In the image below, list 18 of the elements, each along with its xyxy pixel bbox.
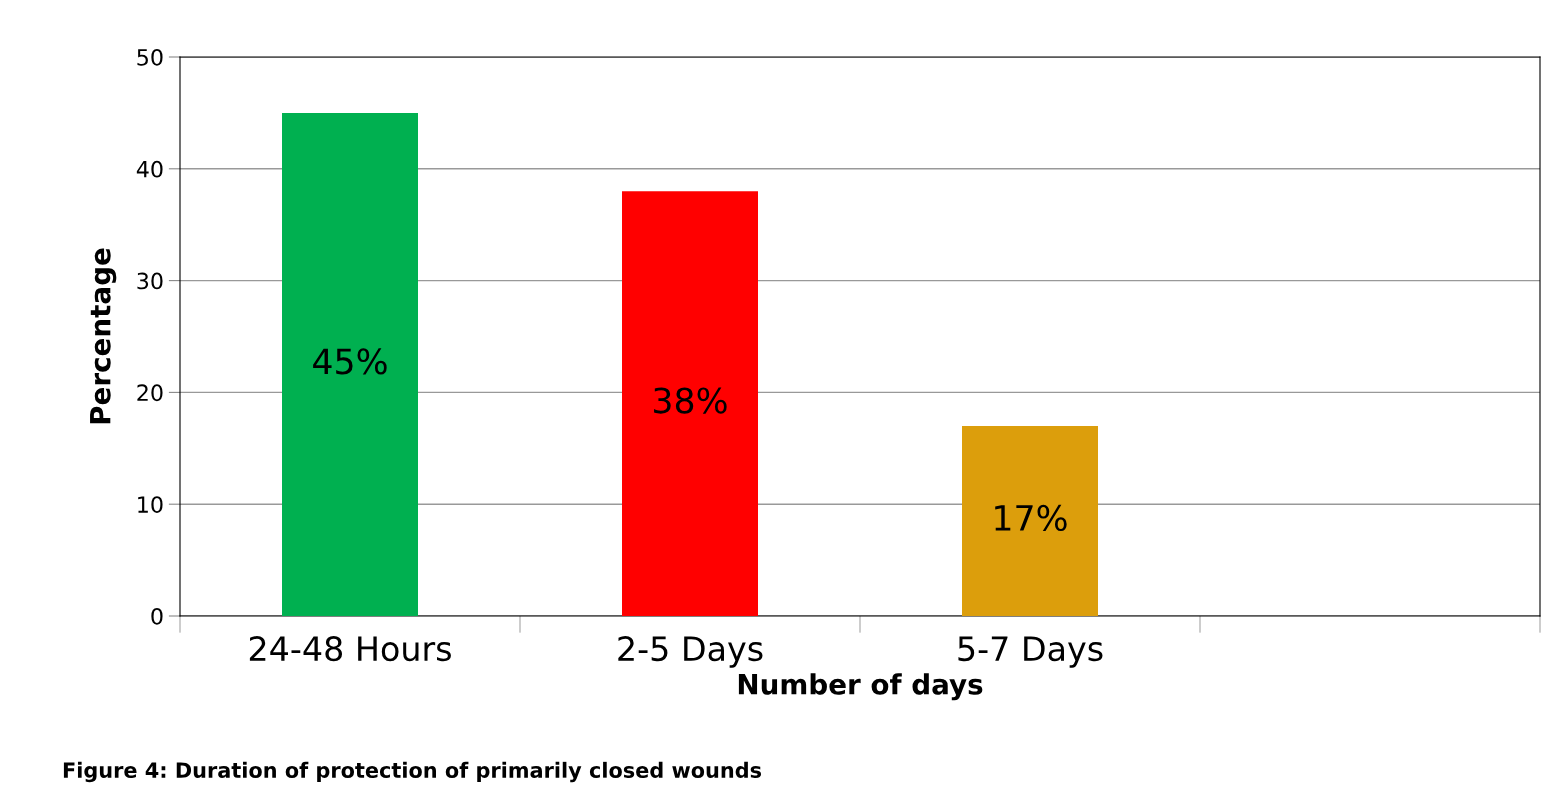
bar: [282, 112, 418, 616]
y-tick-label: 0: [151, 607, 163, 625]
x-tick-label: 5-7 Days: [958, 636, 1103, 668]
y-tick-label: 20: [137, 384, 163, 402]
caption: Figure 4: Duration of protection of primarily closed wounds: [63, 761, 762, 783]
y-tick-label: 40: [136, 160, 163, 178]
data-label: 45%: [313, 348, 387, 375]
y-tick-label: 10: [138, 496, 163, 513]
bar: [962, 425, 1098, 616]
y-tick-label: 30: [137, 272, 163, 290]
y-axis-title: Percentage: [90, 248, 117, 424]
data-label: 17%: [995, 504, 1067, 532]
y-tick-label: 50: [137, 48, 163, 66]
x-tick-label: 24-48 Hours: [249, 636, 451, 662]
bar: [622, 191, 758, 616]
x-axis-title: Number of days: [738, 673, 983, 701]
data-label: 38%: [654, 387, 727, 414]
x-tick-label: 2-5 Days: [618, 636, 763, 668]
